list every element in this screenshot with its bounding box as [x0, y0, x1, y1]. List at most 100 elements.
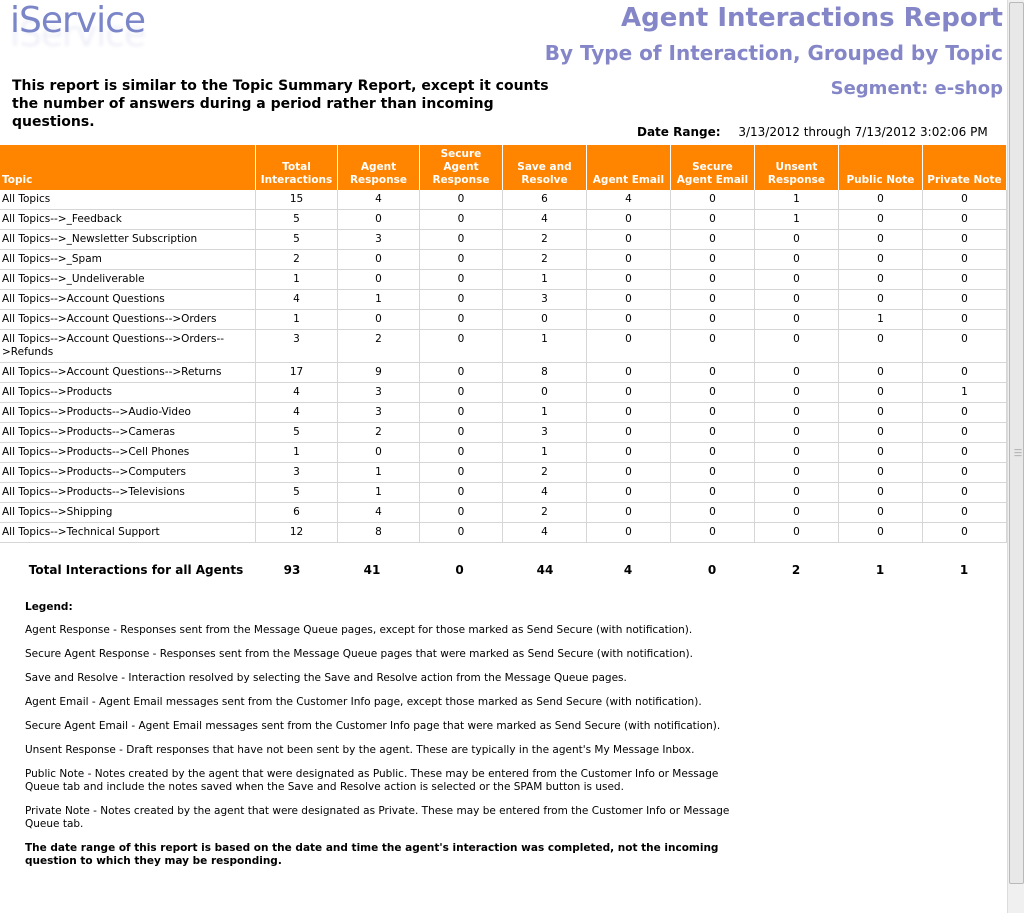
date-range-value: 3/13/2012 through 7/13/2012 3:02:06 PM [738, 125, 988, 139]
legend: Legend: Agent Response - Responses sent … [25, 601, 745, 879]
count-cell: 0 [838, 269, 923, 290]
count-cell: 0 [754, 402, 839, 423]
count-cell: 0 [838, 382, 923, 403]
totals-cell: 0 [707, 563, 717, 577]
count-cell: 4 [502, 522, 587, 543]
count-cell: 0 [838, 289, 923, 310]
legend-item: Private Note - Notes created by the agen… [25, 805, 730, 830]
count-cell: 0 [586, 269, 671, 290]
count-cell: 0 [419, 482, 503, 503]
count-cell: 0 [838, 209, 923, 230]
count-cell: 0 [922, 402, 1008, 423]
totals-cell: 2 [791, 563, 801, 577]
count-cell: 0 [670, 190, 755, 210]
count-cell: 1 [337, 289, 420, 310]
count-cell: 0 [670, 309, 755, 330]
topic-cell: All Topics [0, 190, 257, 210]
count-cell: 15 [255, 190, 338, 210]
count-cell: 0 [754, 522, 839, 543]
topic-cell: All Topics-->Products-->Computers [0, 462, 257, 483]
count-cell: 0 [838, 402, 923, 423]
count-cell: 0 [337, 309, 420, 330]
count-cell: 0 [922, 442, 1008, 463]
count-cell: 0 [838, 462, 923, 483]
count-cell: 0 [922, 249, 1008, 270]
count-cell: 0 [586, 482, 671, 503]
totals-cell: 41 [363, 563, 381, 577]
count-cell: 0 [754, 229, 839, 250]
count-cell: 9 [337, 362, 420, 383]
count-cell: 0 [922, 502, 1008, 523]
count-cell: 0 [838, 482, 923, 503]
count-cell: 0 [754, 249, 839, 270]
topic-cell: All Topics-->_Spam [0, 249, 257, 270]
topic-cell: All Topics-->Shipping [0, 502, 257, 523]
count-cell: 0 [419, 249, 503, 270]
count-cell: 4 [502, 209, 587, 230]
count-cell: 1 [754, 190, 839, 210]
column-header: Private Note [922, 145, 1008, 190]
count-cell: 0 [754, 462, 839, 483]
count-cell: 0 [670, 502, 755, 523]
table-header-row: Topic Total Interactions Agent Response … [0, 145, 1008, 190]
topic-cell: All Topics-->_Newsletter Subscription [0, 229, 257, 250]
column-header: Topic [0, 145, 257, 190]
count-cell: 1 [502, 329, 587, 363]
count-cell: 0 [419, 382, 503, 403]
count-cell: 0 [586, 502, 671, 523]
count-cell: 0 [754, 482, 839, 503]
count-cell: 0 [586, 422, 671, 443]
count-cell: 0 [586, 309, 671, 330]
count-cell: 8 [337, 522, 420, 543]
count-cell: 0 [922, 269, 1008, 290]
count-cell: 0 [419, 362, 503, 383]
count-cell: 0 [419, 442, 503, 463]
count-cell: 4 [502, 482, 587, 503]
table-row: All Topics-->Account Questions-->Returns… [0, 362, 1008, 383]
iservice-logo: iService [10, 0, 146, 41]
count-cell: 0 [586, 462, 671, 483]
count-cell: 0 [922, 209, 1008, 230]
column-header: Public Note [838, 145, 923, 190]
count-cell: 0 [586, 249, 671, 270]
count-cell: 3 [337, 382, 420, 403]
count-cell: 0 [670, 462, 755, 483]
count-cell: 0 [586, 442, 671, 463]
segment-label: Segment: e-shop [830, 78, 1003, 99]
count-cell: 1 [255, 309, 338, 330]
count-cell: 1 [838, 309, 923, 330]
table-row: All Topics-->Products-->Cell Phones 1 0 0 1 0… [0, 442, 1008, 463]
scrollbar-thumb[interactable]: — — — [1009, 2, 1024, 884]
date-range-label: Date Range: [637, 125, 721, 139]
table-row: All Topics-->Account Questions-->Orders-… [0, 329, 1008, 363]
count-cell: 1 [502, 442, 587, 463]
count-cell: 0 [419, 502, 503, 523]
count-cell: 0 [670, 402, 755, 423]
count-cell: 2 [337, 329, 420, 363]
table-row: All Topics 15 4 0 6 4 0 1 0 0 [0, 190, 1008, 210]
count-cell: 0 [419, 522, 503, 543]
count-cell: 5 [255, 422, 338, 443]
legend-item: Public Note - Notes created by the agent… [25, 768, 719, 793]
count-cell: 1 [337, 462, 420, 483]
count-cell: 0 [670, 442, 755, 463]
vertical-scrollbar[interactable]: — — — [1007, 0, 1024, 913]
count-cell: 0 [670, 382, 755, 403]
report-title: Agent Interactions Report [620, 3, 1003, 33]
count-cell: 0 [586, 382, 671, 403]
table-row: All Topics-->_Newsletter Subscription 5 3 0… [0, 229, 1008, 250]
count-cell: 2 [502, 502, 587, 523]
count-cell: 0 [922, 190, 1008, 210]
count-cell: 0 [922, 522, 1008, 543]
count-cell: 0 [670, 329, 755, 363]
totals-cell: 0 [455, 563, 464, 577]
topic-cell: All Topics-->Account Questions-->Orders-… [0, 329, 257, 363]
count-cell: 0 [838, 502, 923, 523]
count-cell: 4 [255, 382, 338, 403]
count-cell: 8 [502, 362, 587, 383]
count-cell: 0 [922, 462, 1008, 483]
count-cell: 3 [255, 462, 338, 483]
count-cell: 4 [337, 190, 420, 210]
count-cell: 1 [754, 209, 839, 230]
